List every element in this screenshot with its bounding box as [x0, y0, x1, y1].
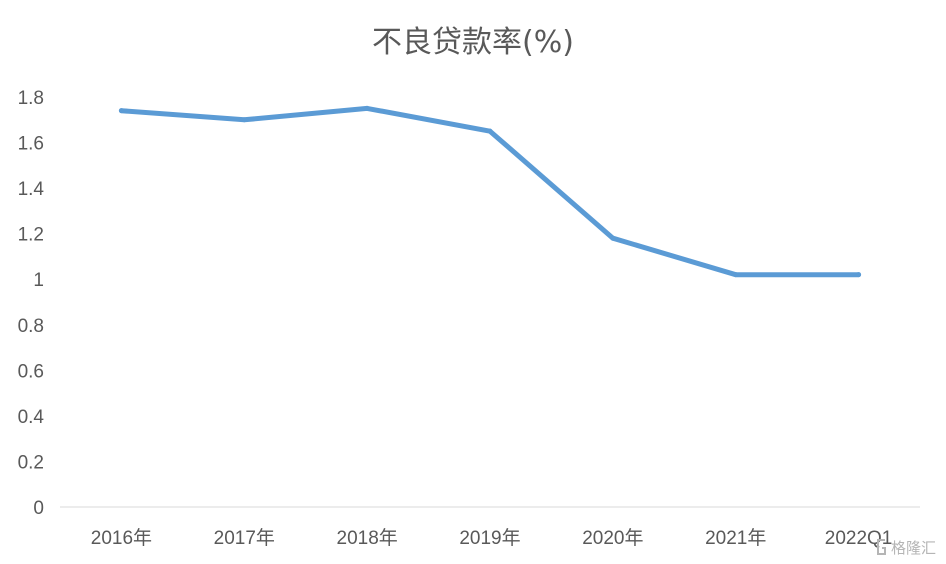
y-tick-label: 0.8	[18, 316, 44, 337]
data-point	[856, 272, 862, 278]
x-axis: 2016年 2017年 2018年 2019年 2020年 2021年 2022Q1	[91, 527, 893, 549]
x-tick-label: 2016年	[91, 527, 152, 549]
watermark-logo-icon	[877, 539, 886, 555]
y-tick-label: 0.4	[18, 407, 45, 428]
y-tick-label: 0.6	[18, 361, 44, 382]
data-point	[733, 272, 739, 278]
y-tick-label: 0.2	[18, 452, 44, 473]
data-point	[241, 117, 247, 123]
x-tick-label: 2017年	[214, 527, 275, 549]
chart-title: 不良贷款率(%)	[372, 25, 574, 60]
data-point	[610, 235, 616, 241]
y-tick-label: 1.2	[18, 225, 44, 246]
y-tick-label: 1	[33, 270, 44, 291]
data-point	[364, 105, 370, 111]
x-tick-label: 2022Q1	[825, 528, 893, 549]
x-tick-label: 2018年	[337, 527, 398, 549]
x-tick-label: 2020年	[582, 527, 643, 549]
y-axis: 0 0.2 0.4 0.6 0.8 1 1.2 1.4 1.6 1.8	[18, 88, 45, 519]
y-tick-label: 0	[33, 498, 44, 519]
x-tick-label: 2019年	[459, 527, 520, 549]
series-group	[118, 105, 862, 278]
watermark: 格隆汇	[877, 539, 936, 557]
x-tick-label: 2021年	[705, 527, 766, 549]
data-point	[118, 108, 124, 114]
y-tick-label: 1.4	[18, 179, 45, 200]
y-tick-label: 1.6	[18, 134, 44, 155]
watermark-text: 格隆汇	[891, 539, 936, 557]
y-tick-label: 1.8	[18, 88, 44, 109]
data-point	[487, 128, 493, 134]
